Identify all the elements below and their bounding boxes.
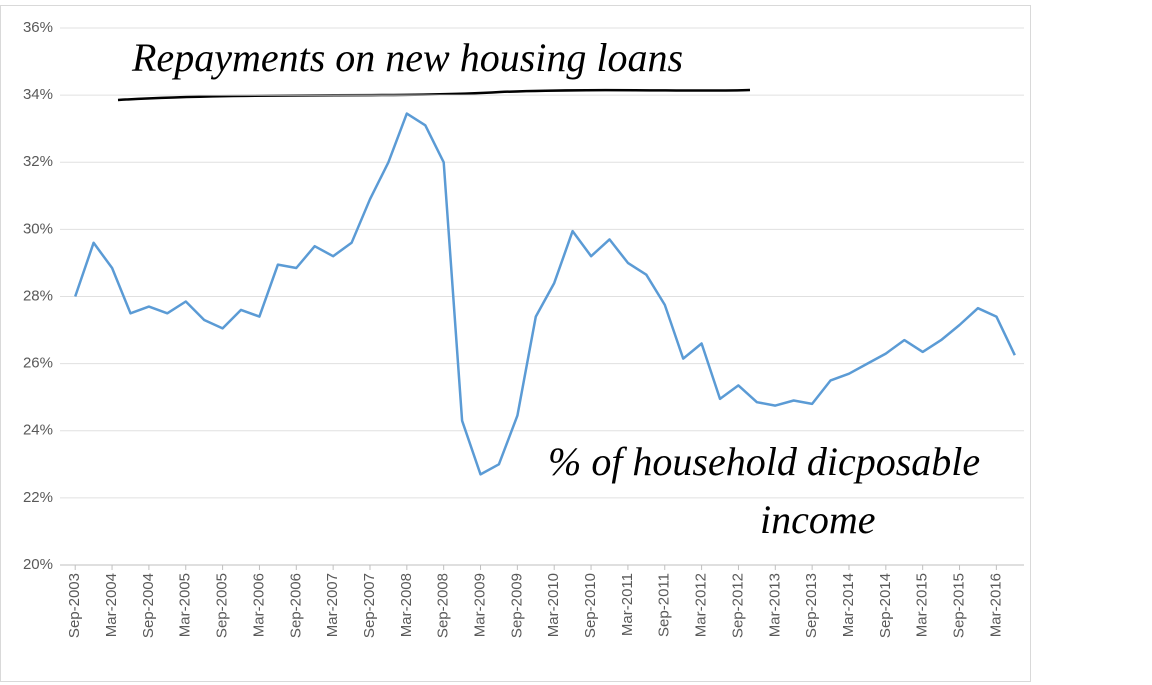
y-tick-label: 36%	[23, 19, 53, 36]
y-tick-label: 20%	[23, 556, 53, 573]
x-tick-label: Mar-2009	[471, 573, 488, 637]
y-tick-label: 24%	[23, 422, 53, 439]
x-tick-label: Sep-2010	[582, 573, 599, 638]
y-tick-label: 34%	[23, 86, 53, 103]
x-tick-label: Sep-2006	[287, 573, 304, 638]
x-tick-label: Mar-2008	[398, 573, 415, 637]
y-tick-label: 22%	[23, 489, 53, 506]
y-tick-label: 30%	[23, 220, 53, 237]
x-tick-label: Mar-2014	[840, 573, 857, 637]
x-tick-label: Mar-2012	[693, 573, 710, 637]
x-tick-label: Sep-2013	[803, 573, 820, 638]
x-tick-label: Sep-2009	[508, 573, 525, 638]
x-tick-label: Mar-2015	[914, 573, 931, 637]
x-tick-label: Sep-2003	[66, 573, 83, 638]
x-tick-label: Mar-2011	[619, 573, 636, 636]
x-tick-label: Mar-2006	[250, 573, 267, 637]
x-tick-label: Sep-2015	[950, 573, 967, 638]
x-tick-label: Mar-2010	[545, 573, 562, 637]
x-tick-label: Sep-2008	[435, 573, 452, 638]
annotation-underline	[117, 88, 751, 102]
x-tick-label: Sep-2007	[361, 573, 378, 638]
x-tick-label: Sep-2004	[140, 573, 157, 638]
x-tick-label: Mar-2005	[177, 573, 194, 637]
x-tick-label: Sep-2005	[214, 573, 231, 638]
y-tick-label: 26%	[23, 355, 53, 372]
y-tick-label: 32%	[23, 153, 53, 170]
annotation: % of household dicposable income	[548, 439, 980, 542]
x-tick-label: Mar-2016	[987, 573, 1004, 637]
y-tick-label: 28%	[23, 287, 53, 304]
annotation: Repayments on new housing loans	[131, 35, 683, 80]
x-tick-label: Mar-2007	[324, 573, 341, 637]
x-tick-label: Sep-2014	[877, 573, 894, 638]
x-tick-label: Mar-2004	[103, 573, 120, 637]
line	[74, 112, 1016, 476]
x-tick-label: Mar-2013	[766, 573, 783, 637]
chart-frame	[0, 5, 1031, 682]
x-tick-label: Sep-2012	[729, 573, 746, 638]
x-tick-label: Sep-2011	[656, 573, 673, 637]
